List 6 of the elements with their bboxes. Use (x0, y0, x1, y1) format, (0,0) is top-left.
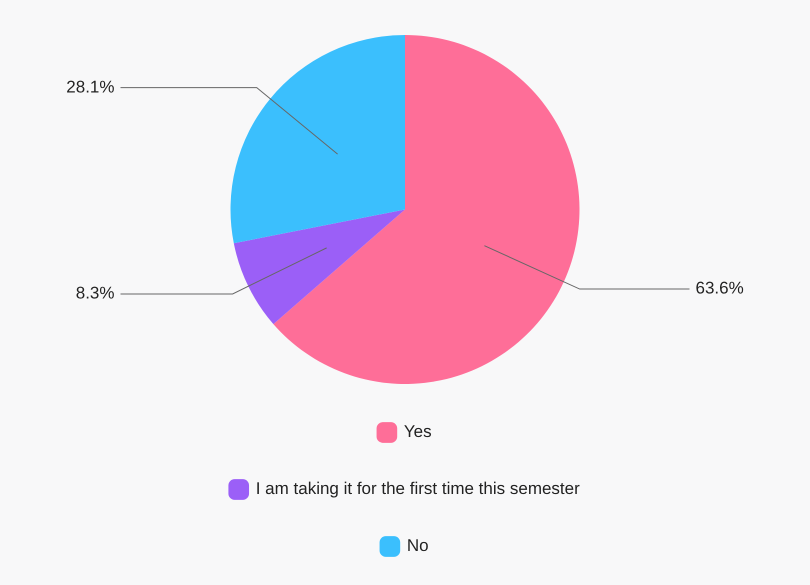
data-label: 63.6% (696, 278, 744, 298)
data-label: 28.1% (66, 77, 114, 96)
legend-label: No (406, 536, 429, 556)
legend-label: I am taking it for the first time this semester (256, 479, 580, 498)
legend-label: Yes (404, 422, 432, 442)
data-label: 8.3% (76, 284, 114, 303)
